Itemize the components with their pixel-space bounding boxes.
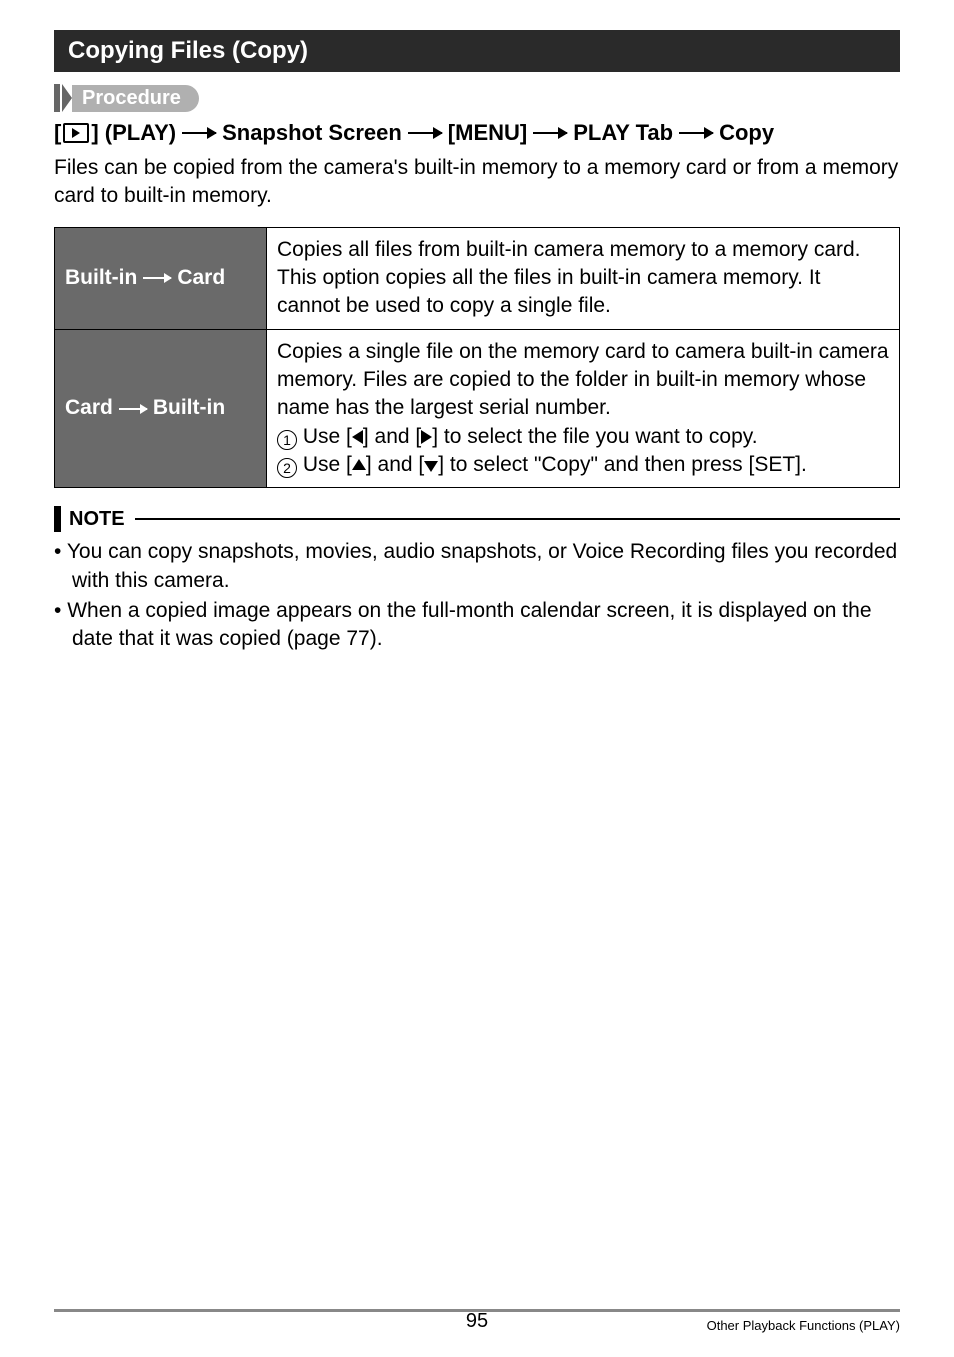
hdr-left: Card [65,394,113,422]
intro-text: Files can be copied from the camera's bu… [54,154,900,211]
play-button-label: [ ] (PLAY) [54,120,176,146]
step2-b: ] and [ [366,453,424,476]
arrow-right-icon [408,132,442,134]
left-arrow-icon [352,430,363,444]
procedure-bar-icon [54,84,60,112]
step2-c: ] to select "Copy" and then press [SET]. [438,453,807,476]
copy-options-table: Built-in Card Copies all files from buil… [54,227,900,489]
note-bar-icon [54,506,61,532]
table-row: Built-in Card Copies all files from buil… [55,227,900,329]
row-header-builtin-card: Built-in Card [55,227,267,329]
row-header-card-builtin: Card Built-in [55,329,267,488]
step-2-icon: 2 [277,458,297,478]
section-header: Copying Files (Copy) [54,30,900,72]
path-menu: [MENU] [448,120,527,146]
step1-a: Use [ [303,425,352,448]
path-playtab: PLAY Tab [573,120,673,146]
row-body: Copies a single file on the memory card … [267,329,900,488]
procedure-arrow-icon [62,84,72,112]
hdr-right: Built-in [153,394,225,422]
list-item: When a copied image appears on the full-… [54,597,900,654]
note-list: You can copy snapshots, movies, audio sn… [54,538,900,653]
step1-b: ] and [ [363,425,421,448]
row2-line1: Copies a single file on the memory card … [277,340,889,420]
note-header: NOTE [54,506,900,532]
arrow-right-icon [143,277,171,279]
step-1-icon: 1 [277,430,297,450]
play-text: ] (PLAY) [91,120,176,146]
note-label: NOTE [69,508,125,531]
page-number: 95 [466,1310,488,1333]
path-copy: Copy [719,120,774,146]
step2-a: Use [ [303,453,352,476]
play-icon [63,123,89,143]
right-arrow-icon [421,430,432,444]
note-rule [135,518,900,520]
step1-c: ] to select the file you want to copy. [432,425,757,448]
arrow-right-icon [119,408,147,410]
bracket-open: [ [54,120,61,146]
table-row: Card Built-in Copies a single file on th… [55,329,900,488]
footer-section-title: Other Playback Functions (PLAY) [707,1318,900,1333]
menu-path: [ ] (PLAY) Snapshot Screen [MENU] PLAY T… [54,120,900,146]
arrow-right-icon [182,132,216,134]
hdr-right: Card [177,264,225,292]
arrow-right-icon [679,132,713,134]
path-snapshot: Snapshot Screen [222,120,402,146]
list-item: You can copy snapshots, movies, audio sn… [54,538,900,595]
down-arrow-icon [424,461,438,472]
procedure-indicator: Procedure [54,84,900,112]
procedure-label: Procedure [72,85,199,112]
arrow-right-icon [533,132,567,134]
up-arrow-icon [352,459,366,470]
row-body: Copies all files from built-in camera me… [267,227,900,329]
page-footer: 95 Other Playback Functions (PLAY) [54,1309,900,1333]
hdr-left: Built-in [65,264,137,292]
